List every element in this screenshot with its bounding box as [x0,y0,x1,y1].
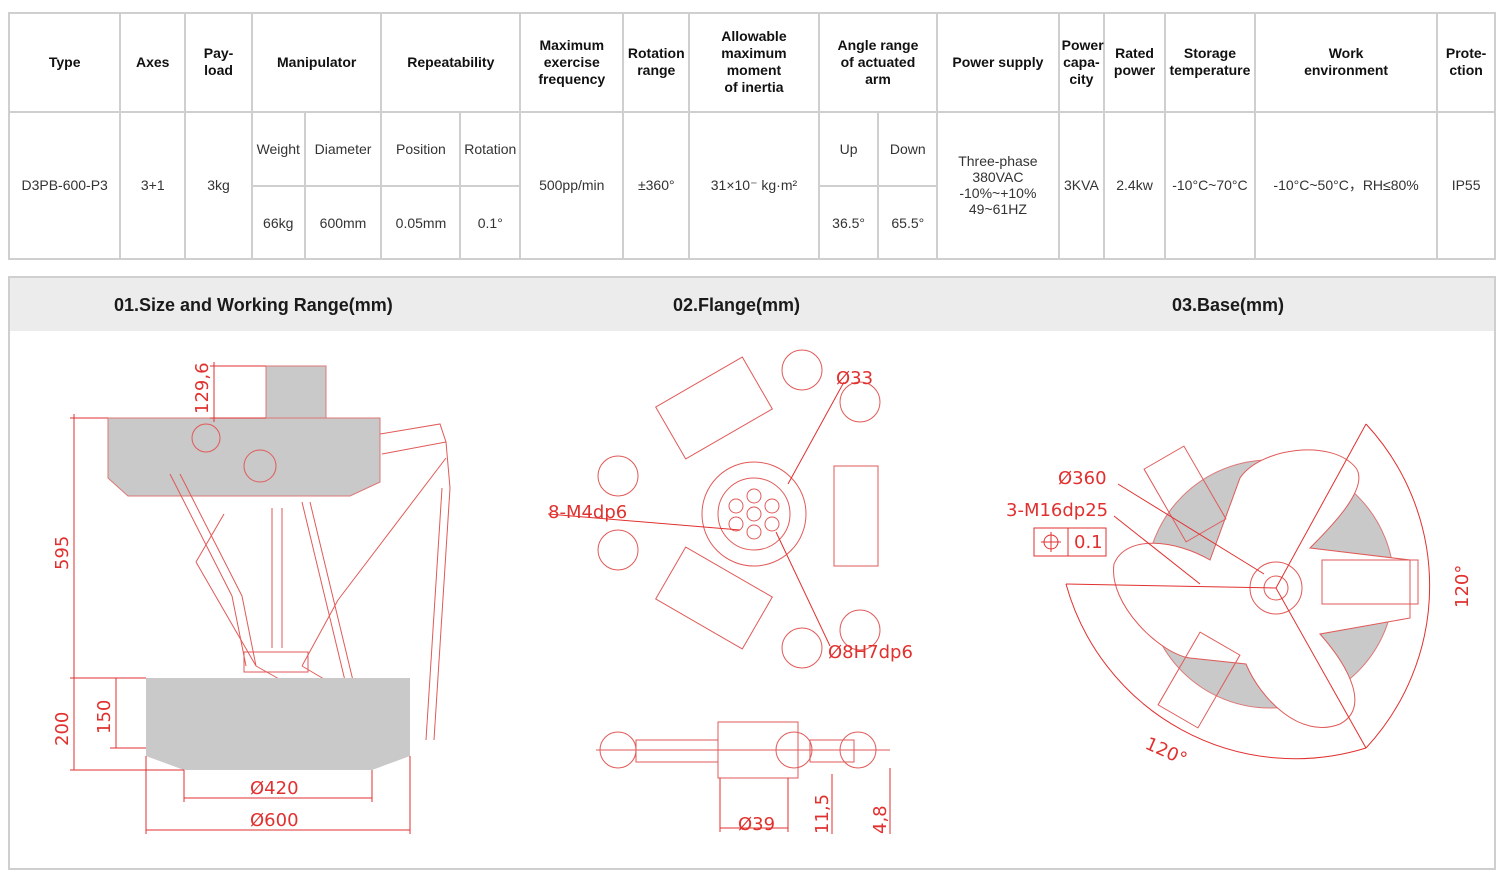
value-weight: 66kg [250,185,306,260]
value-angle-up: 36.5° [817,185,880,260]
header-protection: Prote- ction [1436,12,1496,113]
technical-drawings: 129,6 595 200 150 Ø420 Ø600 [52,349,1473,835]
side-arm [379,423,447,455]
value-rated-power: 2.4kw [1103,110,1166,261]
value-power-capacity: 3KVA [1057,110,1106,261]
header-power-supply: Power supply [936,12,1060,113]
dim-base-angle-bottom: 120° [1142,733,1190,770]
flange-leader-lines [547,381,845,647]
dim-flange-pin: Ø8H7dp6 [828,642,913,663]
value-rotation: 0.1° [459,185,522,260]
title-flange: 02.Flange(mm) [673,295,801,315]
base-drawing: Ø360 3-M16dp25 0.1 120° 120° [1006,423,1473,770]
subheader-weight: Weight [250,110,306,188]
subheader-down: Down [877,110,939,188]
dim-flange-h2: 4,8 [870,805,891,834]
dim-flange-d39: Ø39 [738,814,775,835]
dim-range-height: 200 [52,712,73,746]
subheader-up: Up [817,110,880,188]
base-plate [1113,449,1411,728]
header-type: Type [7,12,122,113]
base-leader-lines [1065,423,1367,749]
drawing-panel: 01.Size and Working Range(mm) 02.Flange(… [8,276,1496,870]
base-motor-mounts [1143,445,1419,729]
header-repeatability: Repeatability [380,12,522,113]
header-manipulator: Manipulator [250,12,383,113]
dim-flange-holes: 8-M4dp6 [548,502,627,523]
header-rotation-range: Rotation range [622,12,691,113]
dim-outer-diameter: Ø600 [250,810,299,831]
header-power-capacity: Power capa- city [1057,12,1106,113]
dim-inner-diameter: Ø420 [250,778,299,799]
joint-left [191,423,221,453]
value-type: D3PB-600-P3 [7,110,122,261]
flatness-tolerance-box [1033,527,1107,557]
end-effector [243,651,309,673]
value-protection: IP55 [1436,110,1496,261]
dim-base-flatness: 0.1 [1074,532,1103,553]
motor-unit [265,365,327,419]
value-axes: 3+1 [119,110,187,261]
title-base: 03.Base(mm) [1172,295,1285,315]
dim-top-height: 129,6 [192,362,213,414]
value-diameter: 600mm [303,185,383,260]
header-work-env: Work environment [1253,12,1439,113]
value-power-supply: Three-phase 380VAC -10%~+10% 49~61HZ [936,110,1060,261]
flange-inner-ring [717,477,791,551]
drawing-header: 01.Size and Working Range(mm) 02.Flange(… [10,278,1494,331]
header-frequency: Maximum exercise frequency [519,12,625,113]
dim-flange-h1: 11,5 [812,794,833,834]
value-frequency: 500pp/min [519,110,625,261]
flange-outer-ring [701,461,807,567]
value-moment: 31×10⁻ kg·m² [688,110,820,261]
subheader-rotation: Rotation [459,110,522,188]
flange-side-view [596,721,890,779]
robot-base-housing [107,417,381,497]
size-drawing: 129,6 595 200 150 Ø420 Ø600 [52,362,451,834]
dim-height: 595 [52,536,73,570]
header-angle-range: Angle range of actuated arm [817,12,939,113]
title-size-range: 01.Size and Working Range(mm) [114,295,393,315]
dim-base-angle-right: 120° [1452,565,1473,608]
dim-flange-d33: Ø33 [836,368,873,389]
value-angle-down: 65.5° [877,185,939,260]
header-axes: Axes [119,12,187,113]
value-position: 0.05mm [380,185,462,260]
flange-side-dims [719,768,891,834]
dim-base-d360: Ø360 [1058,468,1107,489]
size-dimension-lines [70,362,411,834]
flange-arms [597,349,881,669]
base-arc-right [1365,423,1431,749]
subheader-diameter: Diameter [303,110,383,188]
dim-range-inner-height: 150 [94,700,115,734]
working-range-area [146,678,410,770]
spec-table: Type Axes Pay- load Manipulator Repeatab… [7,12,1496,261]
header-rated-power: Rated power [1103,12,1166,113]
header-payload: Pay- load [184,12,253,113]
value-work-env: -10°C~50°C，RH≤80% [1253,110,1439,261]
value-rotation-range: ±360° [622,110,691,261]
header-moment: Allowable maximum moment of inertia [688,12,820,113]
header-storage-temp: Storage temperature [1163,12,1256,113]
base-arc-bottom [1065,583,1367,760]
value-payload: 3kg [184,110,253,261]
motor-hub [243,449,277,483]
dim-base-holes: 3-M16dp25 [1006,500,1108,521]
value-storage-temp: -10°C~70°C [1163,110,1256,261]
subheader-position: Position [380,110,462,188]
flange-drawing: Ø33 8-M4dp6 Ø8H7dp6 Ø39 11,5 4,8 [547,349,913,835]
flange-bolt-holes [728,488,780,540]
